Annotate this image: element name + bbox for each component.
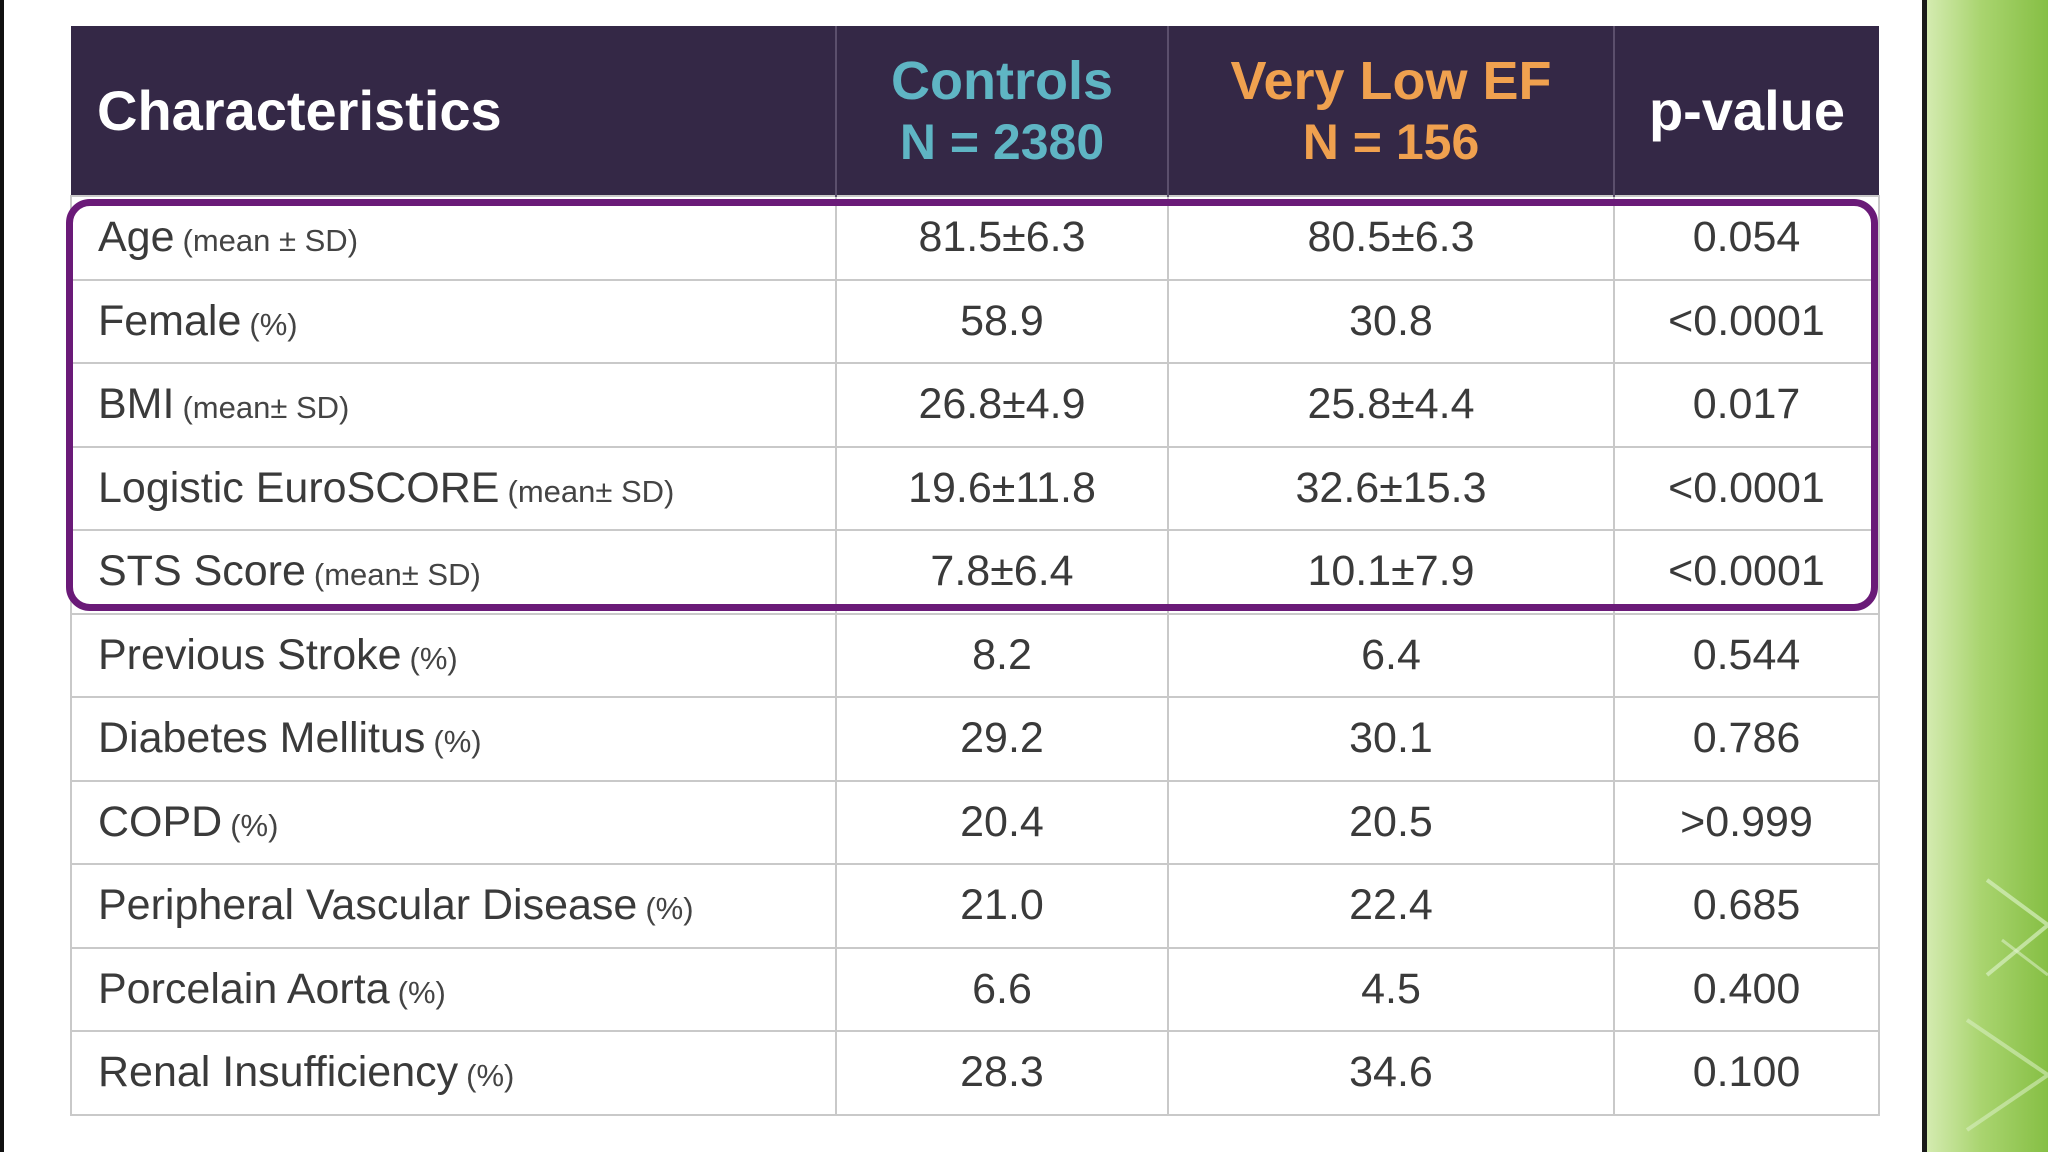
controls-value-cell: 6.6 <box>835 946 1169 1032</box>
row-characteristic-cell: Logistic EuroSCORE (mean± SD) <box>70 445 837 531</box>
p-value-cell: 0.017 <box>1613 362 1880 448</box>
table-row: Logistic EuroSCORE (mean± SD) 19.6±11.8 32.… <box>70 445 1880 531</box>
p-value-cell: 0.100 <box>1613 1030 1880 1116</box>
row-unit: (mean ± SD) <box>182 223 359 259</box>
table-row: Renal Insufficiency (%) 28.3 34.6 0.100 <box>70 1030 1880 1116</box>
row-unit: (mean± SD) <box>313 557 481 593</box>
table-row: Porcelain Aorta (%) 6.6 4.5 0.400 <box>70 946 1880 1032</box>
row-unit: (%) <box>466 1058 515 1094</box>
row-unit: (%) <box>249 306 298 342</box>
very-low-ef-header: Very Low EF N = 156 <box>1168 26 1615 196</box>
row-characteristic-cell: COPD (%) <box>70 779 837 865</box>
table-row: COPD (%) 20.4 20.5 >0.999 <box>70 779 1880 865</box>
decorative-panel <box>1927 0 2048 1152</box>
row-characteristic-cell: Previous Stroke (%) <box>70 612 837 698</box>
row-unit: (%) <box>230 807 279 843</box>
controls-value-cell: 8.2 <box>835 612 1169 698</box>
p-value-cell: 0.400 <box>1613 946 1880 1032</box>
row-label: Logistic EuroSCORE <box>98 463 500 512</box>
row-label: Female <box>98 296 242 345</box>
row-unit: (mean± SD) <box>507 473 675 509</box>
controls-value-cell: 26.8±4.9 <box>835 362 1169 448</box>
controls-group-name: Controls <box>891 50 1113 111</box>
controls-value-cell: 21.0 <box>835 863 1169 949</box>
p-value-cell: 0.685 <box>1613 863 1880 949</box>
row-unit: (%) <box>397 974 446 1010</box>
row-unit: (%) <box>409 640 458 676</box>
table-row: Age (mean ± SD) 81.5±6.3 80.5±6.3 0.054 <box>70 195 1880 281</box>
row-label: Previous Stroke <box>98 630 402 679</box>
left-edge-border <box>0 0 4 1152</box>
controls-header: Controls N = 2380 <box>836 26 1169 196</box>
table-row: Peripheral Vascular Disease (%) 21.0 22.4 0.… <box>70 863 1880 949</box>
characteristics-header: Characteristics <box>71 26 837 196</box>
very-low-ef-value-cell: 10.1±7.9 <box>1167 529 1615 615</box>
row-characteristic-cell: Renal Insufficiency (%) <box>70 1030 837 1116</box>
row-label: STS Score <box>98 547 306 596</box>
table-row: Diabetes Mellitus (%) 29.2 30.1 0.786 <box>70 696 1880 782</box>
controls-value-cell: 28.3 <box>835 1030 1169 1116</box>
row-label: Age <box>98 213 175 262</box>
p-value-cell: <0.0001 <box>1613 445 1880 531</box>
row-label: BMI <box>98 380 175 429</box>
table-row: STS Score (mean± SD) 7.8±6.4 10.1±7.9 <0.000… <box>70 529 1880 615</box>
p-value-cell: 0.544 <box>1613 612 1880 698</box>
controls-value-cell: 20.4 <box>835 779 1169 865</box>
very-low-ef-value-cell: 6.4 <box>1167 612 1615 698</box>
very-low-ef-group-n: N = 156 <box>1302 113 1480 170</box>
row-label: Peripheral Vascular Disease <box>98 881 638 930</box>
very-low-ef-value-cell: 30.8 <box>1167 278 1615 364</box>
chevron-decoration-icon <box>1965 878 2048 1132</box>
very-low-ef-value-cell: 20.5 <box>1167 779 1615 865</box>
p-value-header: p-value <box>1648 79 1846 142</box>
row-characteristic-cell: Porcelain Aorta (%) <box>70 946 837 1032</box>
row-label: Diabetes Mellitus <box>98 714 426 763</box>
controls-value-cell: 29.2 <box>835 696 1169 782</box>
table-row: Female (%) 58.9 30.8 <0.0001 <box>70 278 1880 364</box>
characteristics-table: Characteristics Controls N = 2380 Very L… <box>70 26 1880 1116</box>
row-label: Porcelain Aorta <box>98 964 390 1013</box>
very-low-ef-group-name: Very Low EF <box>1230 50 1552 111</box>
p-value-cell: 0.786 <box>1613 696 1880 782</box>
very-low-ef-value-cell: 22.4 <box>1167 863 1615 949</box>
row-characteristic-cell: Peripheral Vascular Disease (%) <box>70 863 837 949</box>
row-characteristic-cell: Female (%) <box>70 278 837 364</box>
slide: Characteristics Controls N = 2380 Very L… <box>0 0 1880 1152</box>
row-label: COPD <box>98 797 223 846</box>
controls-value-cell: 81.5±6.3 <box>835 195 1169 281</box>
very-low-ef-value-cell: 4.5 <box>1167 946 1615 1032</box>
controls-group-n: N = 2380 <box>899 113 1105 170</box>
table-header-row: Characteristics Controls N = 2380 Very L… <box>71 26 1879 196</box>
very-low-ef-value-cell: 80.5±6.3 <box>1167 195 1615 281</box>
row-unit: (%) <box>645 891 694 927</box>
p-value-cell: <0.0001 <box>1613 278 1880 364</box>
row-characteristic-cell: BMI (mean± SD) <box>70 362 837 448</box>
controls-value-cell: 58.9 <box>835 278 1169 364</box>
row-unit: (mean± SD) <box>182 390 350 426</box>
p-value-cell: 0.054 <box>1613 195 1880 281</box>
table-row: BMI (mean± SD) 26.8±4.9 25.8±4.4 0.017 <box>70 362 1880 448</box>
table-row: Previous Stroke (%) 8.2 6.4 0.544 <box>70 612 1880 698</box>
very-low-ef-value-cell: 25.8±4.4 <box>1167 362 1615 448</box>
very-low-ef-value-cell: 30.1 <box>1167 696 1615 782</box>
very-low-ef-value-cell: 34.6 <box>1167 1030 1615 1116</box>
row-characteristic-cell: Age (mean ± SD) <box>70 195 837 281</box>
row-characteristic-cell: STS Score (mean± SD) <box>70 529 837 615</box>
very-low-ef-value-cell: 32.6±15.3 <box>1167 445 1615 531</box>
controls-value-cell: 7.8±6.4 <box>835 529 1169 615</box>
row-unit: (%) <box>433 724 482 760</box>
p-value-cell: >0.999 <box>1613 779 1880 865</box>
p-value-cell: <0.0001 <box>1613 529 1880 615</box>
slide-divider <box>1922 0 1927 1152</box>
row-characteristic-cell: Diabetes Mellitus (%) <box>70 696 837 782</box>
controls-value-cell: 19.6±11.8 <box>835 445 1169 531</box>
table-body: Age (mean ± SD) 81.5±6.3 80.5±6.3 0.054 Femal… <box>70 195 1880 1116</box>
row-label: Renal Insufficiency <box>98 1048 459 1097</box>
